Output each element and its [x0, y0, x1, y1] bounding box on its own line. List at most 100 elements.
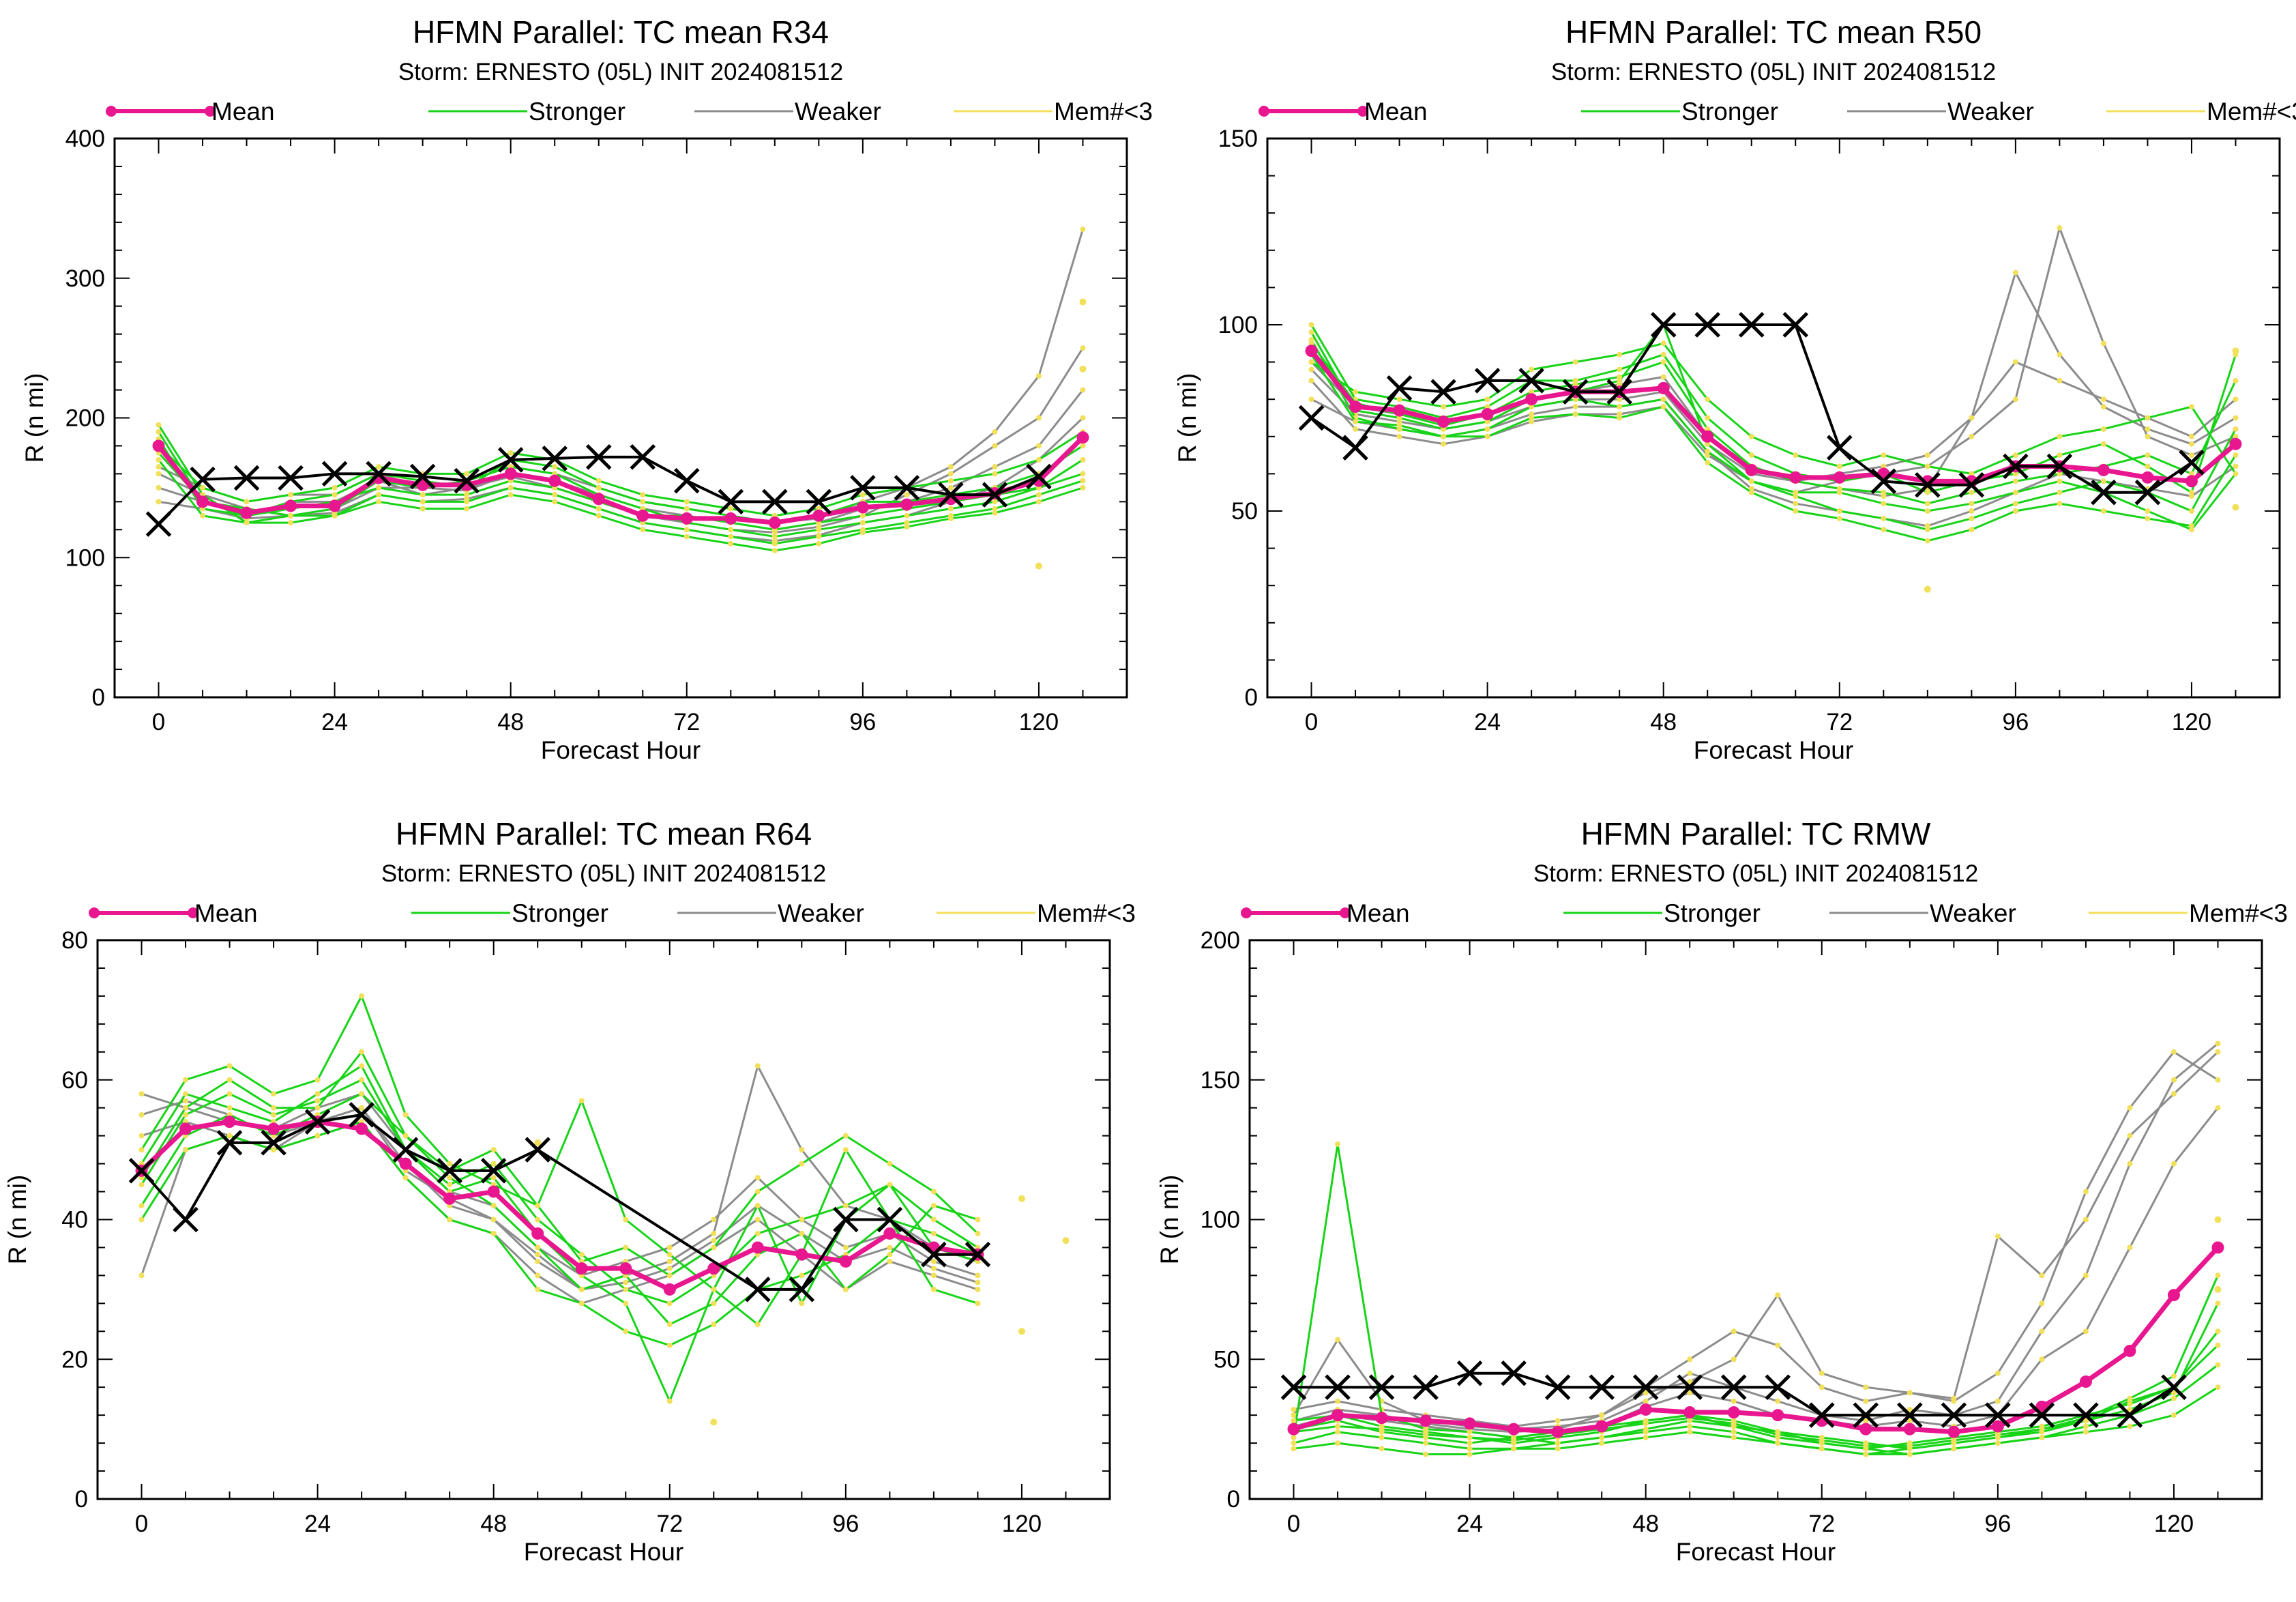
member-point [640, 527, 646, 533]
member-point [2039, 1426, 2045, 1432]
member-point [507, 492, 514, 498]
member-point [2012, 478, 2018, 484]
member-point [578, 1300, 585, 1307]
member-point [623, 1300, 629, 1307]
member-point [2170, 1395, 2177, 1401]
member-point [930, 1266, 937, 1272]
member-point [666, 1342, 673, 1348]
member-point [947, 515, 954, 521]
member-point [288, 520, 294, 526]
best-track-marker-15 [806, 489, 832, 515]
stronger-member-line [1293, 1275, 2219, 1447]
mean-point-13 [707, 1262, 720, 1275]
legend-label-1: Stronger [529, 98, 625, 126]
member-point [2100, 508, 2106, 514]
mean-point-18 [2097, 463, 2110, 476]
member-point [2215, 1384, 2221, 1390]
member-point [1660, 396, 1666, 403]
best-track-marker-20 [2161, 1374, 2187, 1400]
weaker-member-line [1293, 1107, 2219, 1439]
best-track-marker-13 [718, 489, 744, 515]
member-point [1572, 359, 1578, 365]
best-track-marker-5 [1501, 1360, 1527, 1386]
few-member-point-2 [1035, 562, 1042, 570]
member-point [402, 1175, 409, 1181]
best-track-marker-12 [1827, 435, 1853, 461]
y-axis-label: R (n mi) [1156, 1175, 1183, 1265]
mean-point-2 [240, 506, 253, 519]
member-point [1484, 396, 1490, 403]
member-point [887, 1182, 893, 1188]
member-point [1863, 1451, 1869, 1457]
mean-point-0 [1305, 345, 1318, 358]
best-track-marker-1 [1342, 435, 1368, 461]
member-point [2057, 452, 2063, 458]
stronger-member-line [158, 458, 1083, 552]
member-point [799, 1147, 805, 1153]
member-point [623, 1244, 629, 1251]
member-point [975, 1286, 981, 1292]
member-point [1555, 1440, 1561, 1446]
best-track-marker-17 [2029, 1402, 2055, 1428]
y-tick-label: 0 [92, 684, 105, 711]
mean-point-9 [1683, 1406, 1696, 1419]
mean-point-2 [1375, 1412, 1388, 1425]
best-track-marker-6 [392, 1137, 419, 1163]
member-point [271, 1111, 277, 1118]
stronger-member-4 [1291, 1384, 2221, 1457]
member-point [887, 1161, 893, 1167]
member-point [1396, 422, 1402, 428]
member-point [799, 1217, 805, 1223]
member-point [2012, 396, 2018, 403]
member-point [2170, 1049, 2177, 1055]
x-tick-label: 72 [656, 1511, 683, 1537]
member-point [2188, 471, 2194, 477]
best-track-marker-11 [630, 444, 656, 470]
few-member-point-0 [1018, 1195, 1025, 1202]
member-point [1291, 1434, 1297, 1440]
member-point [754, 1217, 761, 1223]
legend-label-1: Stronger [1681, 98, 1778, 126]
member-point [490, 1147, 497, 1153]
x-tick-label: 48 [497, 709, 524, 736]
member-point [930, 1217, 937, 1223]
member-point [2145, 415, 2151, 421]
mean-point-4 [1481, 408, 1494, 421]
member-point [930, 1272, 937, 1279]
member-point [1951, 1446, 1957, 1452]
chart-title: HFMN Parallel: TC RMW [1581, 816, 1931, 851]
best-track-marker-10 [745, 1277, 771, 1302]
mean-point-14 [751, 1241, 764, 1254]
mean-point-15 [795, 1248, 808, 1261]
y-tick-label: 40 [61, 1207, 88, 1234]
member-point [887, 1258, 893, 1264]
member-point [992, 443, 998, 449]
best-track-marker-3 [1413, 1374, 1439, 1400]
stronger-member-line [141, 1092, 978, 1326]
legend-marker [1340, 907, 1351, 918]
x-tick-label: 24 [1474, 709, 1501, 736]
member-point [711, 1238, 717, 1244]
member-point [1731, 1421, 1737, 1427]
member-point [1951, 1438, 1957, 1444]
member-point [666, 1300, 673, 1307]
member-point [1572, 396, 1578, 403]
member-point [2057, 225, 2063, 231]
mean-point-11 [1771, 1409, 1784, 1422]
member-point [728, 540, 734, 547]
best-track-marker-8 [497, 447, 524, 473]
best-track-marker-7 [1589, 1374, 1615, 1400]
member-point [288, 492, 294, 498]
member-point [2170, 1077, 2177, 1083]
member-point [2057, 478, 2063, 484]
member-point [2057, 377, 2063, 383]
stronger-member-line [141, 1078, 979, 1305]
mean-point-2 [1393, 404, 1406, 417]
few-member-point-1 [1079, 365, 1087, 373]
few-member-point-3 [710, 1418, 718, 1426]
member-point [359, 1091, 365, 1097]
member-point [799, 1300, 805, 1307]
stronger-member-3 [156, 450, 1086, 547]
member-point [1484, 426, 1490, 432]
